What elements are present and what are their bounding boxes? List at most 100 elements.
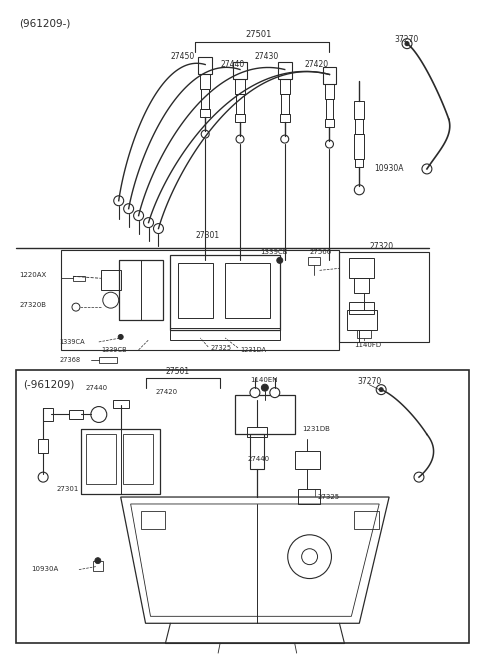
Circle shape — [376, 384, 386, 395]
Text: 37270: 37270 — [357, 377, 382, 386]
Text: 27325: 27325 — [318, 494, 340, 500]
Bar — [349, 302, 374, 314]
Circle shape — [38, 472, 48, 482]
Text: 10930A: 10930A — [31, 566, 59, 572]
Text: 1339CB: 1339CB — [101, 347, 126, 353]
Bar — [236, 95, 244, 114]
Text: (-961209): (-961209) — [23, 380, 74, 390]
Circle shape — [277, 258, 283, 263]
Bar — [354, 511, 379, 529]
Text: 27566: 27566 — [310, 250, 332, 256]
Bar — [278, 62, 292, 79]
Circle shape — [414, 472, 424, 482]
Text: 27440: 27440 — [248, 456, 270, 463]
Bar — [200, 74, 210, 89]
Bar — [99, 357, 117, 363]
Text: 10930A: 10930A — [374, 164, 404, 173]
Bar — [170, 328, 280, 340]
Text: 27440: 27440 — [220, 60, 244, 69]
Bar — [198, 57, 212, 74]
Text: 27501: 27501 — [245, 30, 271, 39]
Bar — [348, 310, 377, 330]
Bar — [61, 250, 339, 350]
Bar — [69, 409, 83, 419]
Bar — [235, 114, 245, 122]
Bar — [101, 270, 120, 290]
Text: 27368: 27368 — [59, 357, 80, 363]
Text: 27450: 27450 — [170, 52, 195, 61]
Bar — [225, 263, 270, 318]
Circle shape — [281, 135, 288, 143]
Bar — [86, 434, 116, 484]
Bar — [233, 62, 247, 79]
Text: 1231DB: 1231DB — [302, 426, 331, 432]
Circle shape — [144, 217, 154, 227]
Bar — [339, 252, 429, 342]
Text: 1339CA: 1339CA — [59, 339, 84, 345]
Circle shape — [236, 135, 244, 143]
Circle shape — [379, 388, 383, 392]
Bar — [298, 489, 320, 504]
Text: 27430: 27430 — [255, 52, 279, 61]
Bar — [354, 279, 369, 293]
Bar — [355, 159, 363, 167]
Bar — [16, 370, 468, 643]
Text: 27301: 27301 — [56, 486, 78, 492]
Bar — [280, 79, 290, 95]
Bar — [200, 109, 210, 117]
Circle shape — [95, 558, 101, 564]
Text: 27420: 27420 — [305, 60, 329, 69]
Bar — [43, 407, 53, 421]
Bar — [324, 84, 335, 99]
Circle shape — [114, 196, 124, 206]
Circle shape — [250, 388, 260, 397]
Text: 1220AX: 1220AX — [19, 272, 47, 279]
Text: 1231DA: 1231DA — [240, 347, 266, 353]
Bar — [73, 277, 85, 281]
Bar — [38, 440, 48, 453]
Text: 27301: 27301 — [195, 231, 219, 240]
Text: 27320: 27320 — [369, 242, 394, 251]
Circle shape — [133, 211, 144, 221]
Bar — [349, 258, 374, 279]
Circle shape — [405, 41, 409, 45]
Circle shape — [270, 388, 280, 397]
Circle shape — [72, 303, 80, 311]
Bar — [325, 99, 334, 119]
Circle shape — [301, 549, 318, 564]
Circle shape — [118, 334, 123, 340]
Text: 1140FD: 1140FD — [354, 342, 382, 348]
Text: 1140EN: 1140EN — [250, 376, 277, 382]
Bar — [354, 134, 364, 159]
Bar — [170, 256, 280, 330]
Bar — [141, 511, 166, 529]
Circle shape — [103, 292, 119, 308]
Bar — [280, 114, 290, 122]
Bar — [113, 399, 129, 407]
Circle shape — [422, 164, 432, 174]
Bar — [93, 560, 103, 570]
Bar — [354, 101, 364, 119]
Bar — [324, 119, 335, 127]
Bar — [179, 263, 213, 318]
Text: 27501: 27501 — [166, 367, 190, 376]
Bar — [323, 66, 336, 84]
Bar — [281, 95, 288, 114]
Text: 27325: 27325 — [210, 345, 231, 351]
Text: 1339CB: 1339CB — [260, 250, 288, 256]
Bar — [123, 434, 153, 484]
Text: 37270: 37270 — [394, 35, 419, 44]
Circle shape — [288, 535, 332, 579]
Bar — [81, 430, 160, 494]
Circle shape — [354, 185, 364, 194]
Circle shape — [91, 407, 107, 422]
Bar — [357, 330, 371, 338]
Text: 27320B: 27320B — [19, 302, 46, 308]
Text: 27440: 27440 — [86, 384, 108, 391]
Bar — [201, 89, 209, 109]
Bar — [355, 119, 363, 134]
Bar — [235, 79, 245, 95]
Bar — [81, 430, 120, 494]
Text: (961209-): (961209-) — [19, 19, 71, 29]
Circle shape — [402, 39, 412, 49]
